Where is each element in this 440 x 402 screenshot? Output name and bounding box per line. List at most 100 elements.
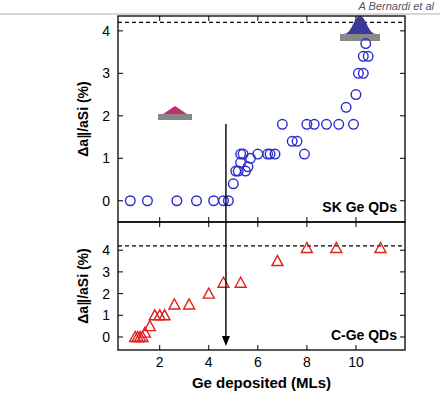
y-tick [400,271,405,272]
panel-annotation: C-Ge QDs [331,327,397,343]
arrow-head [222,336,230,346]
x-tick [306,345,307,350]
x-tick [257,222,258,227]
x-tick [208,16,209,21]
y-tick-label: 3 [102,264,110,280]
data-point [363,52,373,62]
data-point [203,288,214,298]
arrow [222,124,230,346]
y-tick [118,271,123,272]
plot-frame [118,222,405,350]
panel-annotation: SK Ge QDs [322,199,397,215]
y-tick-label: 0 [102,193,110,209]
data-point [253,149,263,159]
x-tick [355,222,356,227]
x-tick [257,345,258,350]
data-point [184,299,195,309]
y-axis-title: Δa∥/aSi (%) [75,248,91,323]
x-tick [159,16,160,21]
x-tick [208,345,209,350]
y-tick [400,158,405,159]
data-point [169,299,180,309]
panel: 0 1 2 3 4 2 4 6 8 10 Δa∥/aSi (%) Ge deposited (MLs)… [75,222,405,391]
pyramid-icon [163,106,187,114]
y-tick [400,250,405,251]
y-tick [400,336,405,337]
y-tick-label: 4 [102,23,110,39]
data-point [341,103,351,113]
y-tick [118,250,123,251]
arrow-line [225,124,226,338]
x-tick [208,217,209,222]
data-point [334,120,344,130]
y-tick [118,200,123,201]
y-tick-label: 4 [102,242,110,258]
data-point [270,149,280,159]
y-tick-label: 2 [102,108,110,124]
data-point [331,243,342,253]
data-point [309,120,319,130]
x-tick-label: 2 [156,354,164,370]
x-tick [257,217,258,222]
y-tick-label: 0 [102,329,110,345]
y-tick-label: 3 [102,65,110,81]
plot-frame [118,16,405,222]
x-tick [159,345,160,350]
figure: A Bernardi et al 0 1 2 3 4 Δa∥/aSi (%) SK Ge QD… [0,0,440,402]
y-tick-label: 2 [102,286,110,302]
data-point [361,39,371,49]
x-tick [306,222,307,227]
data-point [144,321,155,331]
data-point [228,179,238,189]
data-point [358,69,368,79]
data-point [209,196,219,206]
y-tick [118,73,123,74]
header-rule [0,14,440,15]
y-tick [400,315,405,316]
y-tick [118,293,123,294]
y-tick [118,30,123,31]
x-tick [159,217,160,222]
x-tick-label: 8 [303,354,311,370]
x-tick-label: 4 [205,354,213,370]
data-point [143,196,153,206]
data-point [192,196,202,206]
data-point [351,90,361,100]
data-point [235,277,246,287]
y-tick [400,115,405,116]
y-tick-label: 1 [102,307,110,323]
reference-line [118,245,405,246]
x-tick [306,16,307,21]
x-tick-label: 6 [254,354,262,370]
data-point [172,196,182,206]
data-point [159,310,170,320]
x-tick-label: 10 [348,354,364,370]
y-axis-title: Δa∥/aSi (%) [75,81,91,156]
page-header: A Bernardi et al [358,0,435,12]
x-tick [306,217,307,222]
data-point [300,149,310,159]
y-tick [118,115,123,116]
data-point [301,243,312,253]
x-axis-title: Ge deposited (MLs) [192,374,331,391]
data-point [125,196,135,206]
data-point [292,136,302,146]
x-tick [257,16,258,21]
y-tick [118,336,123,337]
x-tick [355,217,356,222]
data-point [224,196,234,206]
y-tick-label: 1 [102,150,110,166]
plot-area [118,16,405,206]
data-point [246,153,256,163]
x-tick [208,222,209,227]
y-tick [118,158,123,159]
data-point [278,120,288,130]
data-point [218,277,229,287]
x-tick [355,345,356,350]
y-tick [118,315,123,316]
data-point [238,149,248,159]
data-point [375,243,386,253]
panel: 0 1 2 3 4 Δa∥/aSi (%) SK Ge QDs [75,16,405,222]
dome-icon [344,16,376,34]
substrate-icon [340,34,380,41]
